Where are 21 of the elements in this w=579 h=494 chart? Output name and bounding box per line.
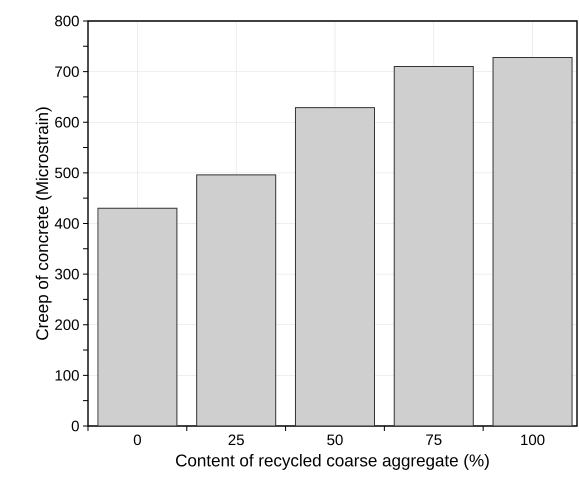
bar xyxy=(196,174,276,426)
x-tick-label: 100 xyxy=(521,434,544,446)
y-tick-label: 500 xyxy=(55,168,79,178)
bar xyxy=(295,108,374,426)
x-tick-label: 0 xyxy=(134,434,141,446)
y-tick-label: 0 xyxy=(72,420,79,432)
y-tick-label: 300 xyxy=(55,268,79,280)
bar xyxy=(492,56,573,426)
y-tick-label: 700 xyxy=(55,66,79,77)
x-tick-label: 25 xyxy=(228,434,244,446)
bar xyxy=(394,66,474,426)
bar xyxy=(98,208,177,426)
x-axis-title: Content of recycled coarse aggregate (%) xyxy=(176,454,489,470)
y-tick-label: 800 xyxy=(55,16,79,26)
y-tick-label: 200 xyxy=(55,319,79,330)
y-tick-label: 100 xyxy=(56,370,79,381)
x-tick-label: 75 xyxy=(426,434,442,445)
y-tick-label: 600 xyxy=(55,116,79,128)
y-tick-label: 400 xyxy=(54,218,79,229)
y-axis-title: Creep of concrete (Microstrain) xyxy=(36,107,52,340)
x-tick-label: 50 xyxy=(327,434,343,446)
